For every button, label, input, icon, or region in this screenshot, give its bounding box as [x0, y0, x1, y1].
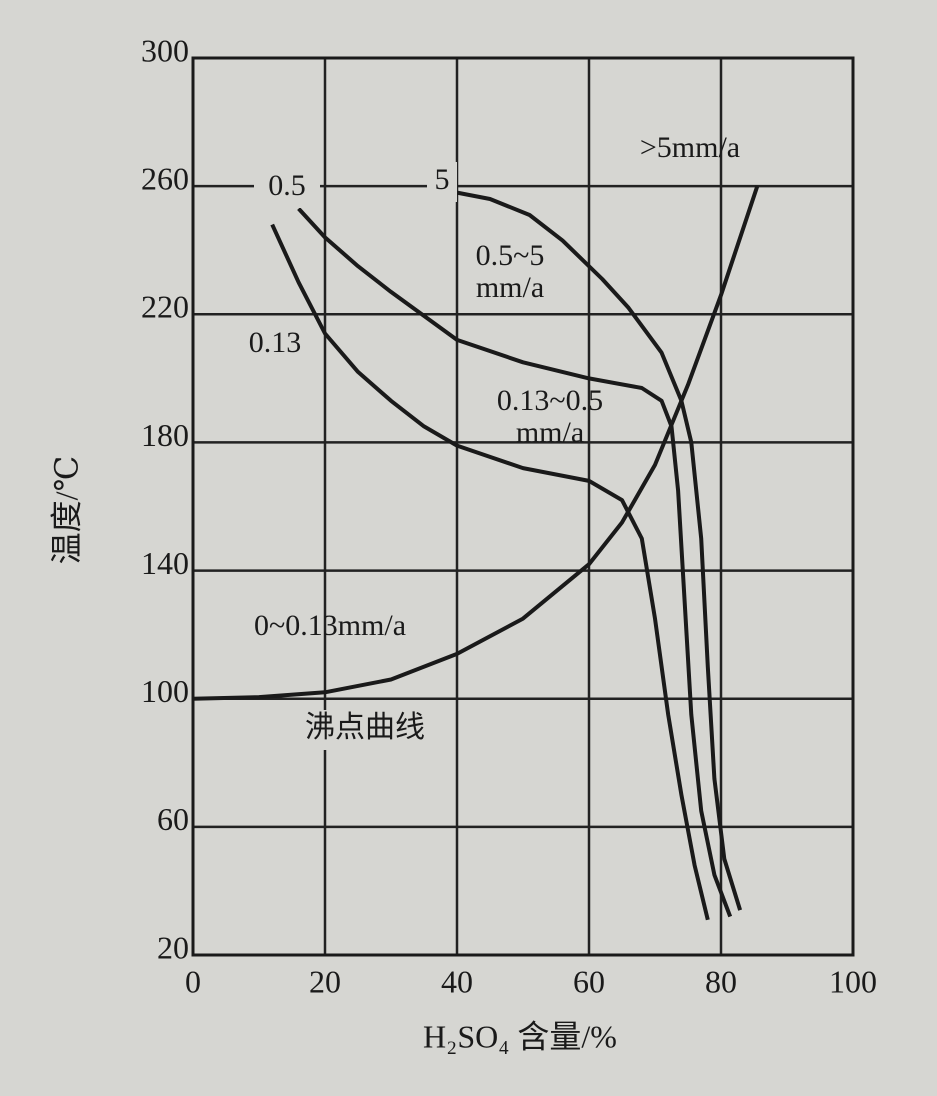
series-line [192, 185, 760, 701]
x-tick-label: 40 [441, 963, 473, 999]
y-tick-label: 60 [157, 801, 189, 837]
y-tick-label: 260 [141, 160, 189, 196]
series-label: 5 [435, 163, 450, 196]
y-tick-label: 300 [141, 32, 189, 68]
x-tick-label: 100 [829, 963, 877, 999]
region-label: 0.5~5 [476, 239, 545, 272]
series-label: 沸点曲线 [305, 711, 425, 744]
y-tick-label: 140 [141, 545, 189, 581]
series-line [456, 190, 743, 911]
region-label: mm/a [476, 271, 544, 304]
y-tick-label: 220 [141, 289, 189, 325]
x-tick-label: 20 [309, 963, 341, 999]
x-axis-title: H₂SO₄ 含量/% [423, 1018, 617, 1054]
y-axis-title: 温度/℃ [48, 456, 84, 565]
x-tick-label: 0 [185, 963, 201, 999]
label-bg [242, 325, 308, 365]
y-tick-label: 100 [141, 673, 189, 709]
x-tick-label: 60 [573, 963, 605, 999]
x-tick-label: 80 [705, 963, 737, 999]
plot-frame [191, 56, 855, 957]
label-bg [427, 162, 457, 202]
series-line [270, 223, 710, 921]
region-label: >5mm/a [640, 131, 740, 164]
label-bg [254, 168, 320, 208]
series-label: 0.13 [249, 326, 302, 359]
series-line [297, 207, 733, 918]
region-label: 0~0.13mm/a [254, 609, 406, 642]
y-tick-label: 20 [157, 929, 189, 965]
region-label: 0.13~0.5 [497, 384, 603, 417]
series-label: 0.5 [268, 169, 306, 202]
region-label: mm/a [516, 416, 584, 449]
label-bg [280, 710, 450, 750]
y-tick-label: 180 [141, 417, 189, 453]
